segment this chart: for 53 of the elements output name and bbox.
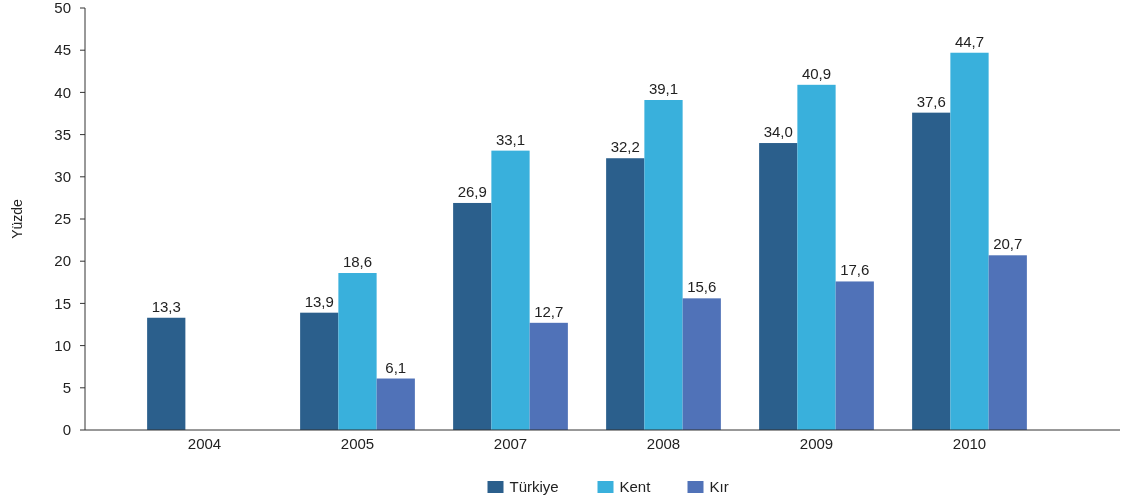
data-label: 17,6 bbox=[840, 261, 870, 279]
data-label: 13,3 bbox=[151, 297, 181, 315]
bar bbox=[988, 255, 1027, 430]
data-label: 12,7 bbox=[534, 302, 564, 320]
data-label: 13,9 bbox=[304, 292, 334, 310]
data-label: 33,1 bbox=[495, 130, 526, 148]
x-tick-label: 2009 bbox=[799, 435, 834, 452]
legend-label: Kent bbox=[619, 478, 652, 496]
x-tick-label: 2005 bbox=[340, 435, 375, 452]
data-label: 18,6 bbox=[342, 253, 373, 271]
bar bbox=[376, 378, 415, 430]
data-label: 26,9 bbox=[457, 182, 487, 200]
data-label: 15,6 bbox=[687, 278, 717, 296]
bar bbox=[682, 298, 721, 430]
data-label: 39,1 bbox=[648, 80, 679, 97]
y-tick-label: 20 bbox=[54, 252, 71, 270]
data-label: 37,6 bbox=[916, 92, 946, 110]
y-tick-label: 50 bbox=[54, 0, 71, 17]
bar bbox=[644, 100, 683, 430]
y-tick-label: 10 bbox=[54, 336, 71, 354]
data-label: 32,2 bbox=[610, 138, 640, 156]
data-label: 6,1 bbox=[385, 358, 407, 376]
x-tick-label: 2010 bbox=[952, 435, 987, 452]
bar bbox=[453, 202, 492, 430]
bar bbox=[338, 273, 377, 430]
y-tick-label: 40 bbox=[54, 83, 71, 101]
bar bbox=[912, 112, 951, 430]
bar bbox=[835, 281, 874, 430]
y-tick-label: 25 bbox=[54, 210, 71, 228]
y-axis-title: Yüzde bbox=[9, 198, 25, 239]
bar bbox=[491, 150, 530, 430]
bar bbox=[797, 84, 836, 430]
legend-label: Kır bbox=[709, 478, 729, 496]
y-tick-label: 15 bbox=[54, 294, 71, 312]
bar bbox=[759, 143, 798, 430]
data-label: 40,9 bbox=[801, 64, 832, 82]
y-tick-label: 45 bbox=[54, 41, 71, 59]
x-tick-label: 2008 bbox=[646, 435, 681, 452]
bar bbox=[950, 52, 989, 430]
legend-label: Türkiye bbox=[509, 478, 559, 496]
bar bbox=[529, 322, 568, 430]
data-label: 44,7 bbox=[954, 32, 985, 50]
y-tick-label: 35 bbox=[54, 125, 71, 143]
x-tick-label: 2007 bbox=[493, 435, 528, 452]
x-tick-label: 2004 bbox=[187, 435, 222, 452]
bar bbox=[300, 312, 339, 430]
y-tick-label: 0 bbox=[62, 421, 71, 439]
bar bbox=[606, 158, 645, 430]
data-label: 34,0 bbox=[763, 123, 793, 141]
data-label: 20,7 bbox=[993, 235, 1023, 253]
y-tick-label: 5 bbox=[62, 379, 71, 397]
y-tick-label: 30 bbox=[54, 168, 71, 186]
bar bbox=[147, 317, 186, 430]
